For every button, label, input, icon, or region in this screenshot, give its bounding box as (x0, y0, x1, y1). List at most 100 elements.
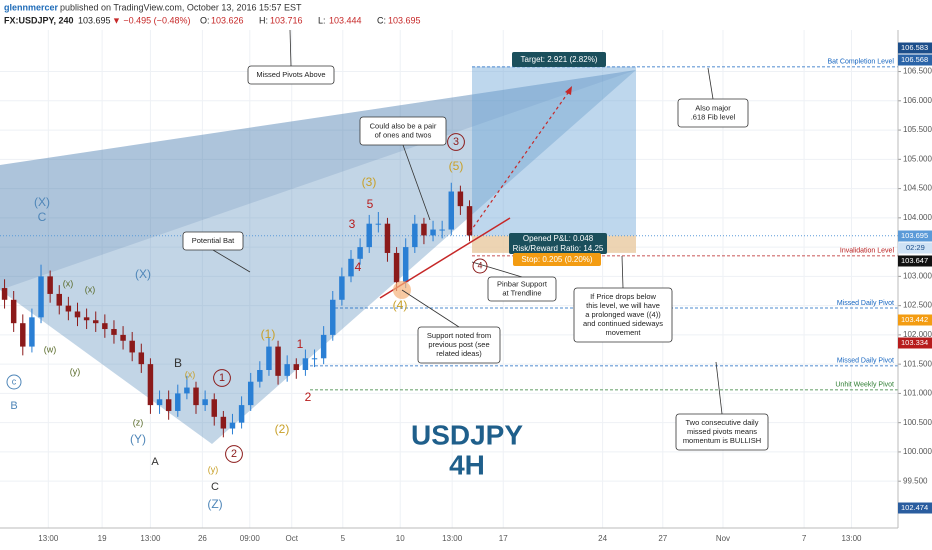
price-label-box (898, 54, 932, 66)
candle-body (211, 399, 217, 417)
stop-text: Stop: 0.205 (0.20%) (521, 255, 592, 264)
level-label: Bat Completion Level (827, 59, 894, 66)
price-label-box (898, 337, 932, 349)
chart-subtitle: 4H (449, 449, 485, 480)
callout-box (487, 276, 557, 302)
y-tick-label: 100.500 (903, 418, 932, 427)
symbol: FX:USDJPY, 240 (4, 15, 74, 25)
candle-body (184, 387, 190, 394)
wave-label: 2 (231, 448, 237, 460)
target-box (512, 52, 606, 67)
candle-body (466, 206, 473, 236)
callout-pointer (471, 261, 523, 278)
wave-label: (y) (208, 464, 219, 474)
candle-body (430, 229, 436, 236)
wave-circle (213, 369, 231, 387)
wave-label: (z) (133, 417, 144, 427)
countdown-box (898, 242, 932, 254)
callout-box (417, 326, 501, 364)
wave-label: (3) (362, 175, 377, 189)
x-tick-label: Nov (716, 534, 730, 543)
level-label: Missed Daily Pivot (837, 300, 894, 307)
candle-body (10, 299, 17, 324)
author: glennmercer (4, 2, 59, 12)
callout-box (675, 413, 769, 451)
wave-label: (1) (261, 327, 276, 341)
candle-body (111, 329, 117, 335)
x-tick-label: 24 (598, 534, 607, 543)
x-tick-label: 5 (341, 534, 346, 543)
candle-body (439, 229, 445, 231)
target-text: Target: 2.921 (2.82%) (521, 55, 598, 64)
candle-body (339, 276, 345, 300)
y-tick-label: 105.000 (903, 154, 932, 163)
wave-circle (447, 133, 465, 151)
wave-circle (6, 374, 22, 390)
candle-body (320, 334, 327, 359)
candle-body (175, 393, 181, 411)
rr-text: Risk/Reward Ratio: 14.25 (513, 244, 604, 253)
wave-label: (5) (449, 159, 464, 173)
callout-box (247, 65, 335, 85)
price-label: 103.695 (901, 231, 928, 240)
candle-body (193, 387, 199, 406)
candle-body (293, 364, 300, 370)
y-tick-label: 101.000 (903, 389, 932, 398)
level-label: Invalidation Level (840, 248, 895, 255)
projection-head (565, 86, 572, 95)
y-tick-label: 104.500 (903, 184, 932, 193)
wave-label: B (174, 356, 182, 370)
callout-text: Also major (695, 103, 731, 112)
candle-body (138, 352, 145, 365)
callout-text: a prolonged wave ((4)) (585, 310, 661, 319)
x-tick-label: 13:00 (140, 534, 161, 543)
callout-pointer (289, 29, 292, 67)
callout-pointer (707, 67, 714, 100)
candle-body (421, 223, 427, 236)
candle-body (257, 369, 263, 382)
price-label-box (898, 255, 932, 267)
projection (469, 89, 571, 233)
price-label: 103.334 (901, 338, 928, 347)
wave-label: (w) (44, 344, 57, 354)
callout-text: at Trendline (502, 288, 541, 297)
wave-label: 2 (305, 390, 312, 404)
price-label-box (898, 230, 932, 242)
candle-body (56, 293, 62, 306)
ohlc-value: 103.444 (329, 15, 362, 25)
wave-label: C (211, 481, 219, 493)
candle-body (229, 422, 236, 429)
callout-pointer (212, 249, 251, 273)
candle-body (29, 317, 35, 347)
x-tick-label: 26 (198, 534, 207, 543)
wave-label: (y) (70, 366, 81, 376)
wave-label: 1 (219, 372, 225, 384)
callout-pointer (401, 289, 460, 328)
y-tick-label: 103.000 (903, 271, 932, 280)
price-label-box (898, 42, 932, 54)
wave-label: 4 (355, 260, 362, 274)
ohlc-value: 103.626 (211, 15, 244, 25)
callout-pointer (621, 255, 624, 289)
x-tick-label: 13:00 (38, 534, 59, 543)
callout-box (359, 116, 447, 146)
candle-body (156, 399, 163, 406)
callout-text: of ones and twos (375, 130, 432, 139)
wave-label: (4) (393, 298, 408, 312)
candle-body (83, 317, 90, 321)
callout-text: Two consecutive daily (686, 418, 759, 427)
bat-pattern (0, 70, 636, 444)
candle-body (348, 258, 354, 277)
y-tick-label: 106.500 (903, 67, 932, 76)
callout-box (677, 98, 749, 128)
candle-body (357, 247, 363, 259)
candle-body (38, 276, 44, 318)
wave-label: A (151, 456, 159, 468)
candle-body (65, 305, 72, 312)
candle-body (92, 320, 99, 324)
x-tick-label: 7 (802, 534, 807, 543)
candle-body (412, 223, 418, 248)
candle-body (393, 252, 400, 283)
